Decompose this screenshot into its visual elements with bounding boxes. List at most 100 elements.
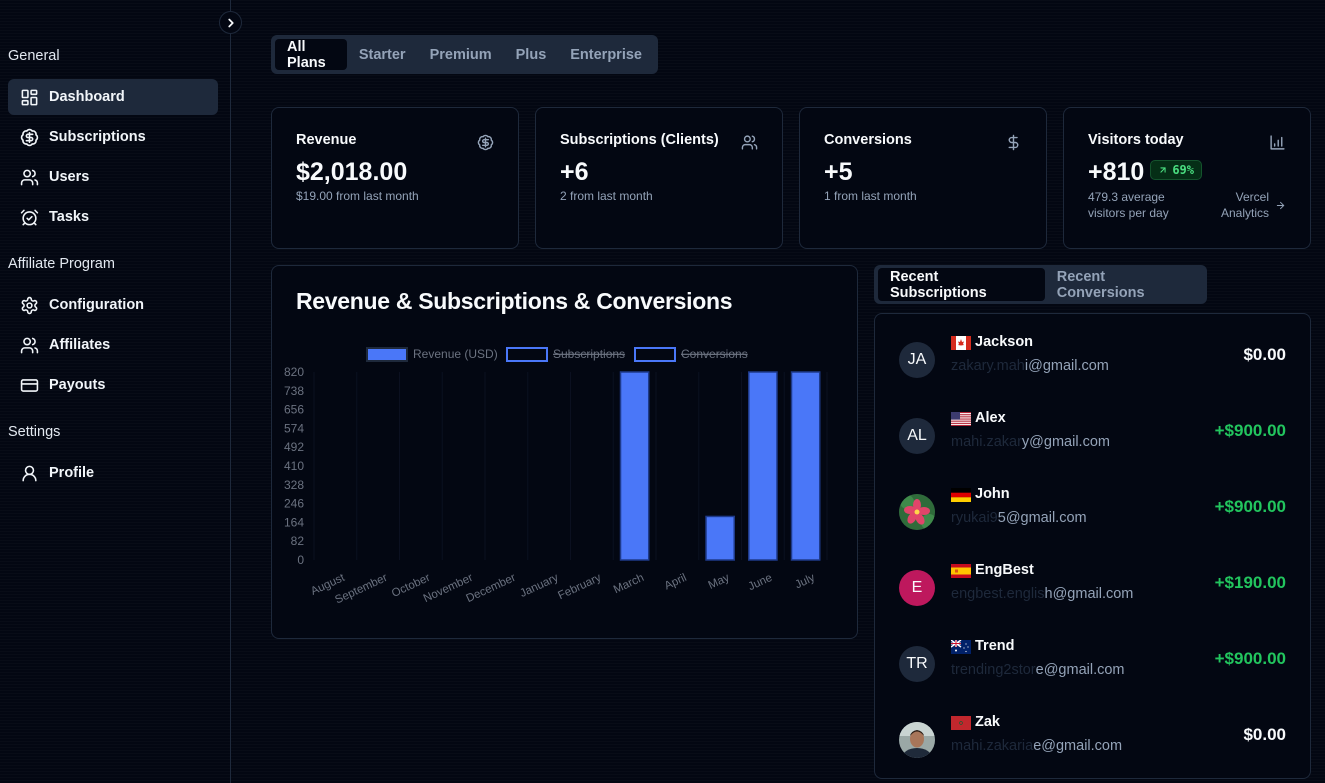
section-title-affiliate: Affiliate Program [8,256,115,272]
legend-swatch-1[interactable] [506,347,548,362]
y-tick-label: 574 [284,421,304,435]
visitors-value: +810 [1088,158,1145,186]
y-tick-label: 492 [284,440,304,454]
growth-badge: 69% [1150,160,1202,180]
x-tick-label: January [518,572,560,600]
users-icon [741,135,758,150]
visitors-average-line2: visitors per day [1088,206,1169,220]
y-tick-label: 656 [284,403,304,417]
flag-australia-icon [951,640,971,654]
legend-label-1[interactable]: Subscriptions [553,347,625,361]
legend-label-0[interactable]: Revenue (USD) [413,347,498,361]
sidebar-item-profile[interactable]: Profile [8,455,218,491]
visitors-card: Visitors today +810 69% 479.3 average vis… [1063,107,1311,249]
list-item[interactable]: E EngBest engbest.english@gmail.com +$19… [899,562,1286,624]
subscriber-name: John [975,486,1010,502]
email-masked-part: engbest.englis [951,586,1045,602]
x-tick-label: July [793,572,817,592]
user-icon [22,465,37,481]
x-tick-label: March [612,572,646,596]
sidebar-item-affiliates[interactable]: Affiliates [8,327,218,363]
stat-sub: 1 from last month [824,189,917,203]
flag-spain-icon [951,564,971,578]
y-tick-label: 246 [284,497,304,511]
dashboard-icon [21,89,38,105]
avatar: AL [899,418,935,454]
email-masked-part: trending2stor [951,662,1036,678]
email-visible-part: y@gmail.com [1021,434,1110,450]
tab-recent-conversions[interactable]: Recent Conversions [1056,268,1145,301]
plan-tabs: All Plans Starter Premium Plus Enterpris… [271,35,658,74]
list-item[interactable]: John ryukai95@gmail.com +$900.00 [899,486,1286,548]
vercel-link-line2: Analytics [1220,206,1269,220]
chart-card: Revenue & Subscriptions & Conversions Re… [271,265,858,639]
avatar: JA [899,342,935,378]
legend-swatch-2[interactable] [634,347,676,362]
sidebar-item-payouts[interactable]: Payouts [8,367,218,403]
subscriber-name: Alex [975,410,1006,426]
tab-plus[interactable]: Plus [515,46,547,63]
recent-tabs: Recent Subscriptions Recent Conversions [874,265,1207,304]
alarm-clock-check-icon [20,209,39,225]
list-item[interactable]: TR Trend trending2store@gmail.com +$900.… [899,638,1286,700]
list-item[interactable]: AL Alex mahi.zakary@gmail.com +$900.00 [899,410,1286,472]
subscriber-email: ryukai95@gmail.com [951,510,1087,526]
email-masked-part: mahi.zakar [951,434,1022,450]
stat-title: Subscriptions (Clients) [560,132,719,148]
arrow-up-right-icon [1160,167,1166,173]
sidebar-item-users[interactable]: Users [8,159,218,195]
subscriber-email: zakary.mahi@gmail.com [951,358,1109,374]
legend-label-2[interactable]: Conversions [681,347,748,361]
subscriber-email: mahi.zakary@gmail.com [951,434,1110,450]
subscriber-name: Trend [975,638,1015,654]
sidebar-item-tasks[interactable]: Tasks [8,199,218,235]
stat-title: Conversions [824,132,912,148]
tab-premium[interactable]: Premium [429,46,492,63]
avatar-initials: JA [907,351,927,368]
sidebar-item-dashboard[interactable]: Dashboard [8,79,218,115]
legend-swatch-0[interactable] [366,347,408,362]
sidebar-item-label: Users [49,169,90,185]
sidebar: General Dashboard Subscriptions Users Ta… [0,0,231,783]
users-icon [20,169,39,185]
vercel-analytics-link[interactable]: Vercel Analytics [1221,189,1286,221]
flag-germany-icon [951,488,971,502]
email-visible-part: 5@gmail.com [997,510,1087,526]
flag-usa-icon [951,412,971,426]
subscriber-name: Zak [975,714,1000,730]
bar-chart-icon [1270,135,1285,150]
tab-all-plans[interactable]: All Plans [275,39,347,71]
subscription-amount: $0.00 [1243,345,1286,364]
avatar: E [899,570,935,606]
flag-morocco-icon [951,716,971,730]
subscriber-name: Jackson [975,334,1034,350]
recent-subscriptions-list: JA Jackson zakary.mahi@gmail.com $0.00 A… [874,313,1311,779]
sidebar-item-label: Dashboard [49,89,125,105]
section-title-general: General [8,48,60,64]
sidebar-item-configuration[interactable]: Configuration [8,287,218,323]
users-icon [20,337,39,353]
sidebar-item-label: Payouts [49,377,106,393]
email-visible-part: e@gmail.com [1035,662,1125,678]
tab-recent-subscriptions[interactable]: Recent Subscriptions [878,268,1045,301]
tab-enterprise[interactable]: Enterprise [570,46,642,63]
sidebar-toggle-button[interactable] [219,11,242,34]
sidebar-item-label: Affiliates [49,337,111,353]
stat-title: Revenue [296,132,357,148]
avatar-initials: AL [907,427,927,444]
subscriber-email: trending2store@gmail.com [951,662,1125,678]
x-tick-label: December [464,572,517,605]
sidebar-item-label: Subscriptions [49,129,146,145]
visitors-footer: 479.3 average visitors per day Vercel An… [1088,189,1286,221]
bar-june [748,371,778,561]
list-item[interactable]: Zak mahi.zakariae@gmail.com $0.00 [899,714,1286,776]
subscription-amount: +$900.00 [1214,649,1286,668]
tab-starter[interactable]: Starter [358,46,406,63]
sidebar-item-subscriptions[interactable]: Subscriptions [8,119,218,155]
y-tick-label: 820 [284,365,304,379]
list-item[interactable]: JA Jackson zakary.mahi@gmail.com $0.00 [899,334,1286,396]
credit-card-icon [20,378,39,392]
badge-dollar-icon [20,128,39,146]
bar-march [619,371,650,561]
sidebar-item-label: Configuration [49,297,145,313]
